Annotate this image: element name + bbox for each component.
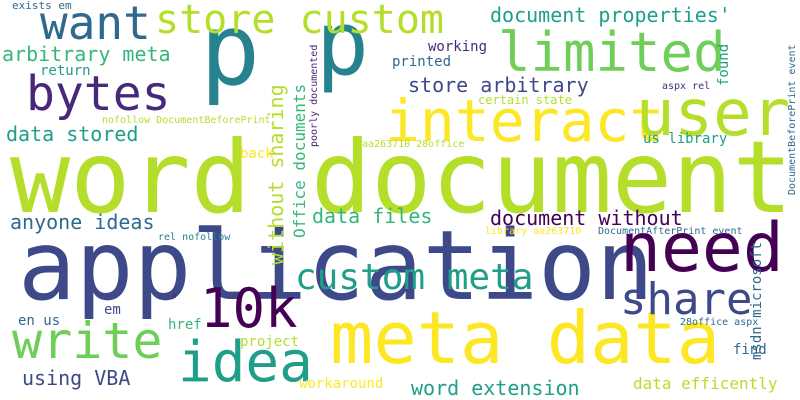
word: user <box>636 77 791 151</box>
word: share <box>620 274 753 325</box>
word: store custom <box>155 0 444 43</box>
word: using VBA <box>22 366 131 390</box>
word: href <box>168 317 202 333</box>
word: idea <box>178 330 313 395</box>
word: limited <box>498 21 726 84</box>
word: found <box>716 43 732 86</box>
word: aspx rel <box>662 81 711 92</box>
word: bytes <box>26 66 171 122</box>
word: application <box>18 210 654 322</box>
word: 28office aspx <box>680 317 759 328</box>
word: nofollow DocumentBeforePrint <box>102 115 271 126</box>
word: data files <box>312 204 433 228</box>
word: DocumentAfterPrint event <box>598 226 743 237</box>
word: project <box>240 334 300 350</box>
word: anyone ideas <box>10 210 155 234</box>
word: custom meta <box>295 257 534 298</box>
word: aa263710 28office <box>362 139 465 150</box>
word: back <box>240 146 274 162</box>
word: word document <box>10 119 793 236</box>
word: exists em <box>12 0 72 12</box>
word: poorly documented <box>309 44 320 147</box>
word: DocumentBeforePrint event <box>787 44 798 195</box>
word: need <box>620 209 784 288</box>
word: arbitrary meta <box>2 42 171 66</box>
word: data stored <box>6 122 139 146</box>
word: meta data <box>330 296 721 380</box>
word: rel nofollow <box>158 232 231 243</box>
word: p <box>200 0 261 108</box>
word: want <box>40 0 151 50</box>
word: document without <box>490 206 683 230</box>
word: document properties' <box>490 3 731 27</box>
word: Office documents <box>290 83 309 238</box>
word: printed <box>392 54 452 70</box>
word: 10k <box>200 277 298 340</box>
word: data efficently <box>633 374 778 393</box>
word: library aa263710 <box>485 226 582 237</box>
word: word extension <box>411 376 580 400</box>
word: us library <box>643 131 728 147</box>
word: p <box>316 0 369 95</box>
word: working <box>428 39 488 55</box>
word: p <box>172 291 177 300</box>
word: en us <box>18 313 61 329</box>
word: find <box>733 342 767 358</box>
word: interact <box>385 87 665 155</box>
word: em <box>104 302 121 318</box>
word: without sharing <box>264 84 288 265</box>
word: return <box>40 63 91 79</box>
word: write <box>12 312 163 370</box>
word: workaround <box>299 376 384 392</box>
word: certain state <box>478 93 572 107</box>
word: store arbitrary <box>408 73 589 97</box>
